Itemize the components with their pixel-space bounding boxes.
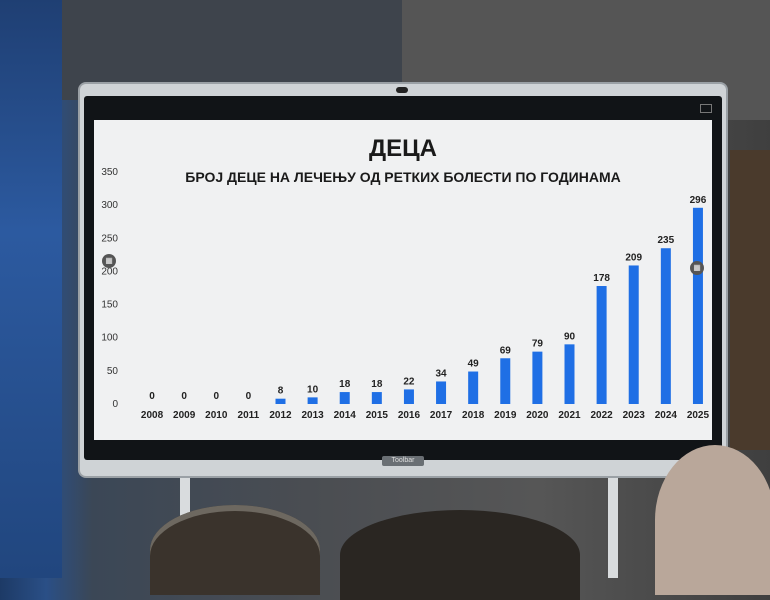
x-axis-labels: 2008 2009 2010 2011 2012 2013 2014 2015 2016 2017…	[141, 410, 710, 421]
bar-chart: ДЕЦА БРОЈ ДЕЦЕ НА ЛЕЧЕЊУ ОД РЕТКИХ БОЛЕС…	[101, 135, 710, 421]
bar	[692, 207, 703, 404]
y-tick-label: 0	[112, 399, 118, 410]
person-head-right	[655, 445, 770, 595]
x-tick-label: 2021	[558, 410, 581, 421]
x-tick-label: 2012	[269, 410, 292, 421]
y-tick-label: 250	[101, 233, 118, 244]
cast-icon	[700, 104, 712, 113]
data-label: 235	[657, 235, 674, 246]
x-tick-label: 2013	[301, 410, 324, 421]
x-tick-label: 2016	[398, 410, 421, 421]
bars	[275, 207, 703, 404]
data-label: 0	[213, 391, 219, 402]
data-label: 178	[593, 273, 610, 284]
data-label: 90	[564, 331, 576, 342]
x-tick-label: 2015	[366, 410, 389, 421]
monitor-bezel: ДЕЦА БРОЈ ДЕЦЕ НА ЛЕЧЕЊУ ОД РЕТКИХ БОЛЕС…	[84, 96, 722, 466]
y-tick-label: 200	[101, 266, 118, 277]
data-label: 0	[246, 391, 252, 402]
monitor: ДЕЦА БРОЈ ДЕЦЕ НА ЛЕЧЕЊУ ОД РЕТКИХ БОЛЕС…	[80, 84, 726, 476]
x-tick-label: 2025	[687, 410, 710, 421]
x-tick-label: 2011	[238, 410, 260, 421]
bar	[436, 381, 447, 404]
bar	[660, 248, 671, 404]
bar	[564, 344, 575, 404]
data-label: 8	[278, 386, 284, 397]
data-label: 22	[403, 376, 415, 387]
bar	[532, 351, 543, 404]
data-label: 49	[468, 359, 480, 370]
screen: ДЕЦА БРОЈ ДЕЦЕ НА ЛЕЧЕЊУ ОД РЕТКИХ БОЛЕС…	[94, 120, 712, 440]
toolbar-tab[interactable]: Toolbar	[382, 456, 424, 466]
grid-icon[interactable]: ▦	[102, 254, 116, 268]
x-tick-label: 2008	[141, 410, 164, 421]
y-tick-label: 50	[107, 366, 119, 377]
wall-panel	[62, 0, 402, 100]
bar	[307, 397, 318, 404]
chart-title: ДЕЦА	[369, 135, 437, 162]
y-tick-label: 350	[101, 167, 118, 178]
data-label: 0	[149, 391, 155, 402]
data-label: 10	[307, 384, 319, 395]
x-tick-label: 2019	[494, 410, 517, 421]
x-tick-label: 2010	[205, 410, 228, 421]
data-label: 69	[500, 345, 512, 356]
bar	[403, 389, 414, 404]
bar	[500, 358, 511, 404]
person-head-middle	[340, 510, 580, 600]
x-tick-label: 2022	[590, 410, 613, 421]
monitor-stand-right	[608, 476, 618, 578]
data-label: 0	[181, 391, 187, 402]
person-head-left	[150, 505, 320, 595]
bar	[275, 398, 286, 404]
data-label: 18	[371, 379, 383, 390]
bar	[339, 392, 350, 404]
data-label: 209	[625, 252, 642, 263]
y-tick-label: 150	[101, 300, 118, 311]
x-tick-label: 2020	[526, 410, 549, 421]
shelf	[730, 150, 770, 450]
chart-subtitle: БРОЈ ДЕЦЕ НА ЛЕЧЕЊУ ОД РЕТКИХ БОЛЕСТИ ПО…	[185, 169, 620, 185]
y-axis: 0 50 100 150 200 250 300 350	[101, 167, 118, 410]
x-tick-label: 2024	[655, 410, 678, 421]
bar	[468, 371, 479, 404]
x-tick-label: 2023	[623, 410, 646, 421]
bar	[596, 286, 607, 404]
y-tick-label: 100	[101, 333, 118, 344]
wall-left	[0, 0, 62, 578]
data-label: 34	[435, 368, 447, 379]
x-tick-label: 2009	[173, 410, 196, 421]
value-labels: 0 0 0 0 8 10 18 18 22 34 49 69 79 90 178 209 235 296	[149, 195, 706, 402]
x-tick-label: 2014	[334, 410, 357, 421]
camera-icon	[396, 87, 408, 93]
grid-icon[interactable]: ▦	[690, 261, 704, 275]
data-label: 18	[339, 379, 351, 390]
x-tick-label: 2018	[462, 410, 485, 421]
y-tick-label: 300	[101, 200, 118, 211]
x-tick-label: 2017	[430, 410, 453, 421]
bar	[628, 265, 639, 404]
bar	[371, 392, 382, 404]
data-label: 79	[532, 339, 544, 350]
data-label: 296	[690, 195, 707, 206]
